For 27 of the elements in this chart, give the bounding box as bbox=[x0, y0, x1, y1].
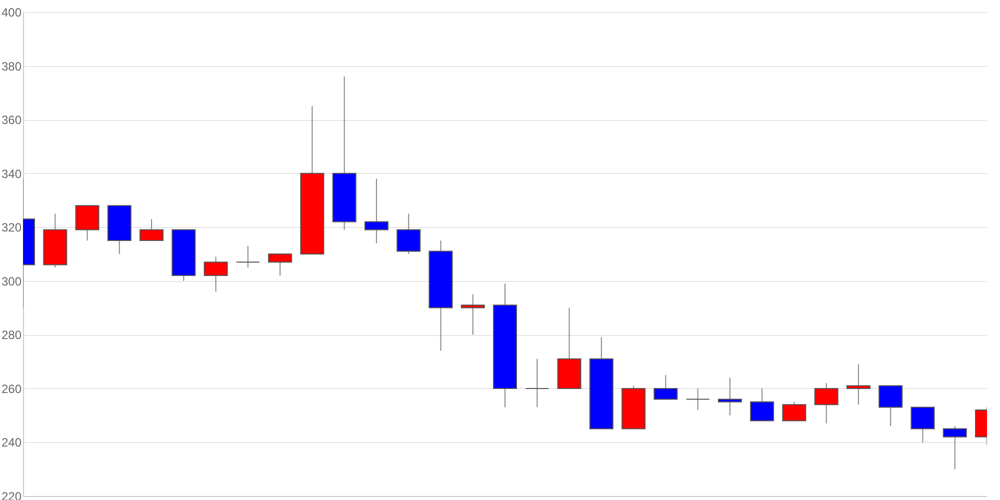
candlestick bbox=[782, 401, 806, 422]
y-tick-label: 320 bbox=[1, 220, 22, 235]
candlestick bbox=[878, 385, 903, 427]
y-tick-label: 380 bbox=[1, 59, 22, 74]
candlestick bbox=[268, 254, 292, 276]
candlestick bbox=[846, 364, 870, 406]
candlestick bbox=[718, 377, 742, 416]
candlestick bbox=[910, 406, 935, 443]
candlestick bbox=[686, 388, 710, 410]
candlestick bbox=[654, 374, 678, 400]
y-tick-label: 400 bbox=[1, 6, 22, 20]
y-tick-label: 360 bbox=[1, 113, 22, 128]
candlestick bbox=[140, 218, 164, 242]
y-tick-label: 300 bbox=[1, 274, 22, 288]
y-tick-label: 280 bbox=[1, 328, 22, 342]
y-tick-label: 260 bbox=[1, 382, 22, 396]
candlestick bbox=[460, 294, 485, 336]
y-tick-label: 340 bbox=[1, 166, 22, 181]
candlestick bbox=[236, 245, 260, 268]
candlestick bbox=[750, 388, 774, 422]
candlestick bbox=[525, 358, 550, 408]
y-tick-label: 240 bbox=[1, 436, 22, 450]
candlestick bbox=[364, 178, 388, 244]
candlestick bbox=[942, 426, 967, 470]
candlestick bbox=[204, 256, 228, 292]
candlestick bbox=[814, 382, 838, 424]
candlestick bbox=[396, 213, 421, 254]
